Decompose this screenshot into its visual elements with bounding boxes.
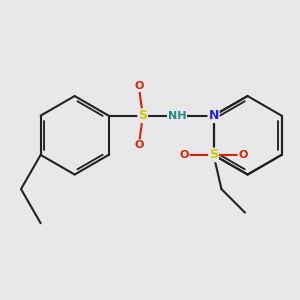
Text: O: O (179, 150, 189, 160)
Text: S: S (209, 148, 218, 161)
Text: O: O (134, 81, 143, 91)
Text: O: O (238, 150, 248, 160)
Text: O: O (134, 140, 143, 150)
Text: N: N (208, 109, 219, 122)
Text: S: S (138, 109, 147, 122)
Text: NH: NH (168, 111, 186, 121)
